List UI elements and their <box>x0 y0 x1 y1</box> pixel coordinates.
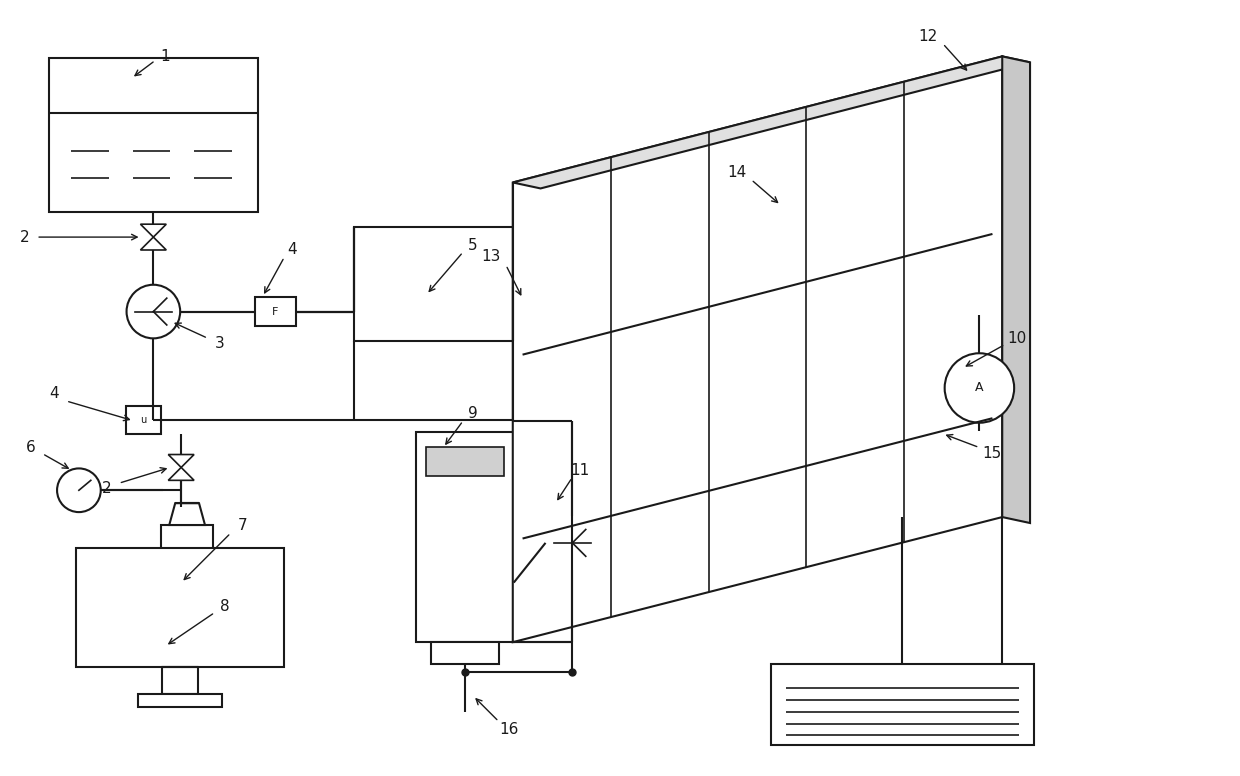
Bar <box>50 58 258 213</box>
Text: 2: 2 <box>102 481 112 496</box>
Text: 11: 11 <box>570 463 590 478</box>
Text: A: A <box>975 382 983 394</box>
Circle shape <box>546 516 599 570</box>
Text: F: F <box>273 307 279 317</box>
Bar <box>353 227 513 341</box>
Text: 7: 7 <box>238 518 248 532</box>
Bar <box>76 548 284 667</box>
Text: 15: 15 <box>982 446 1002 461</box>
Circle shape <box>57 469 100 512</box>
Bar <box>162 667 198 694</box>
Bar <box>254 296 296 327</box>
Text: 8: 8 <box>219 599 229 614</box>
Polygon shape <box>169 467 195 480</box>
Text: 12: 12 <box>918 29 937 44</box>
Text: 1: 1 <box>160 49 170 64</box>
Bar <box>139 694 222 707</box>
Text: 4: 4 <box>50 386 58 401</box>
Polygon shape <box>169 455 195 467</box>
Polygon shape <box>140 224 166 237</box>
Bar <box>125 406 161 434</box>
Circle shape <box>945 353 1014 423</box>
Bar <box>771 664 1034 746</box>
Text: 10: 10 <box>1008 331 1027 346</box>
Text: 4: 4 <box>288 242 298 258</box>
Polygon shape <box>169 503 205 525</box>
Text: 2: 2 <box>20 230 29 244</box>
Text: 9: 9 <box>469 407 477 421</box>
Text: 3: 3 <box>215 336 224 351</box>
Circle shape <box>126 285 180 338</box>
Text: 13: 13 <box>481 249 501 265</box>
Polygon shape <box>513 57 1002 643</box>
Text: u: u <box>140 414 146 424</box>
Polygon shape <box>513 57 1030 189</box>
Bar <box>417 431 513 643</box>
Text: 14: 14 <box>728 165 746 180</box>
Polygon shape <box>1002 57 1030 523</box>
Bar <box>427 446 503 476</box>
Text: 5: 5 <box>469 237 477 252</box>
Polygon shape <box>140 237 166 250</box>
Text: 6: 6 <box>25 440 35 455</box>
Bar <box>161 525 213 622</box>
Text: 16: 16 <box>500 722 518 737</box>
Bar <box>432 643 498 664</box>
